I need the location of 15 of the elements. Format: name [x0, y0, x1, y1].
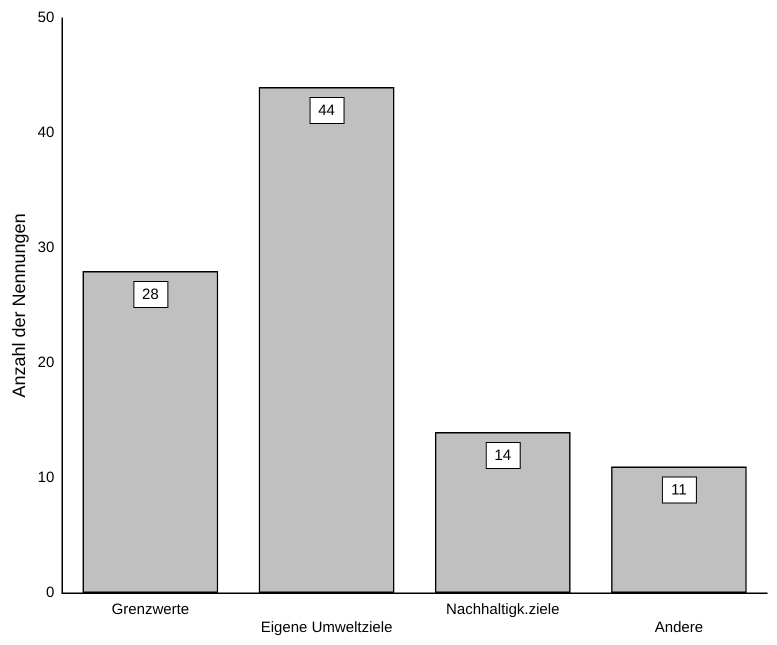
x-tick-label: Nachhaltigk.ziele [446, 601, 560, 618]
x-tick-label: Andere [654, 619, 704, 636]
y-tick-label: 50 [38, 9, 54, 26]
x-tick-label: Grenzwerte [112, 601, 190, 618]
x-tick-label: Eigene Umweltziele [260, 619, 392, 636]
data-label: 14 [494, 447, 512, 464]
y-tick-label: 0 [46, 584, 54, 602]
y-axis-title: Anzahl der Nennungen [8, 213, 29, 398]
y-tick-label: 30 [38, 239, 54, 256]
data-label: 44 [318, 102, 335, 120]
data-label: 28 [142, 286, 159, 304]
data-label: 11 [671, 482, 687, 499]
y-tick-label: 20 [38, 354, 54, 372]
y-tick-label: 40 [38, 124, 54, 142]
y-tick-label: 10 [38, 469, 54, 486]
